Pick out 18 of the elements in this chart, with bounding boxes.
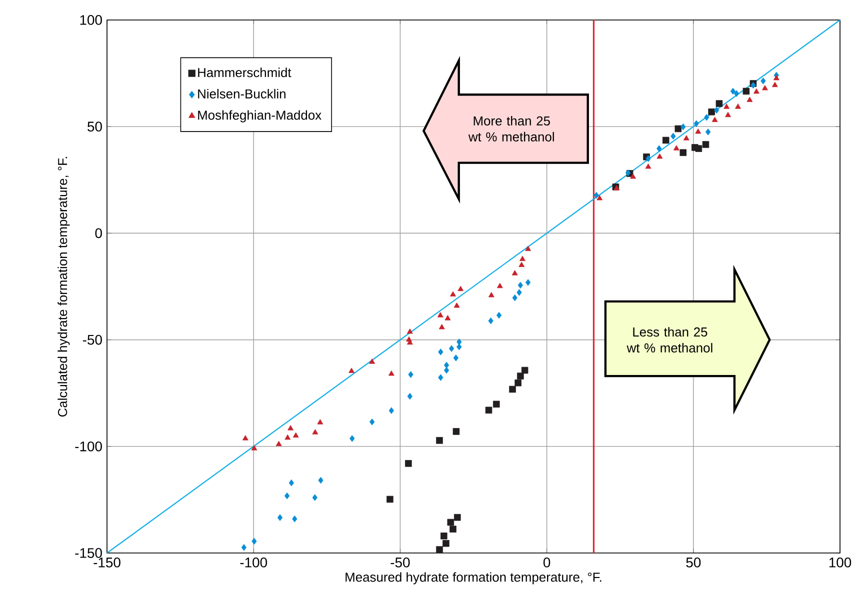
y-tick-label: -50 <box>82 334 102 345</box>
x-tick-label: -100 <box>240 558 268 568</box>
y-tick-label: 100 <box>80 15 102 25</box>
x-tick-label: -50 <box>390 558 410 568</box>
x-tick-label: 0 <box>543 558 550 568</box>
y-tick-label: -150 <box>75 548 102 558</box>
y-axis-title: Calculated hydrate formation temperature, °F. <box>58 156 70 417</box>
y-tick-label: -100 <box>75 441 102 452</box>
legend-label: Nielsen-Bucklin <box>198 88 286 98</box>
y-tick-label: 50 <box>88 122 102 132</box>
x-tick-label: 100 <box>829 558 852 568</box>
annotation: More than 25 wt % methanol <box>468 116 554 142</box>
x-axis-title: Measured hydrate formation temperature, °F. <box>346 572 602 584</box>
annotation: Less than 25 wt % methanol <box>626 327 712 353</box>
legend-label: Hammerschmidt <box>198 68 292 78</box>
x-tick-label: 50 <box>686 558 701 568</box>
legend-label: Moshfeghian-Maddox <box>198 110 322 122</box>
y-tick-label: 0 <box>95 228 102 238</box>
